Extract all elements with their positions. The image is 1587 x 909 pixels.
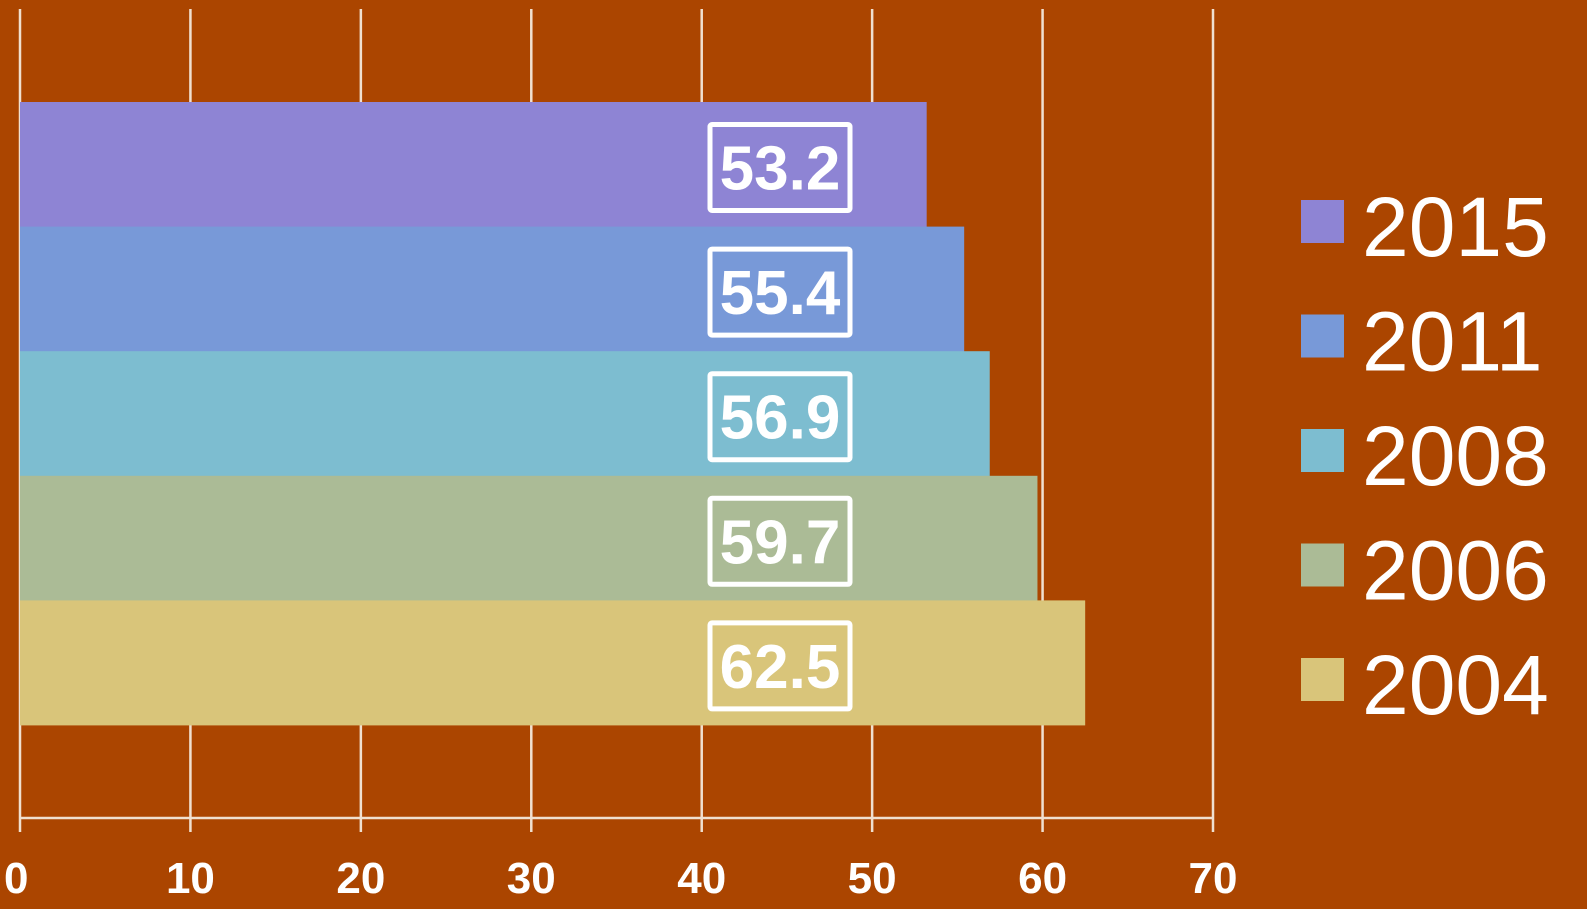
x-tick-label-0: 0: [4, 854, 28, 903]
legend-swatch-2008: [1301, 429, 1344, 472]
data-label-2015: 53.2: [720, 135, 841, 204]
legend-label-2008: 2008: [1362, 409, 1549, 503]
legend-label-2011: 2011: [1362, 295, 1543, 389]
bars: [20, 102, 1086, 726]
data-label-2006: 59.7: [720, 508, 841, 577]
x-tick-label-60: 60: [1018, 854, 1067, 903]
data-label-box-2004: [707, 620, 853, 712]
x-tick-label-20: 20: [336, 854, 385, 903]
legend-swatch-2004: [1301, 658, 1344, 701]
data-label-box-2006: [707, 495, 853, 587]
legend-label-2004: 2004: [1362, 638, 1549, 732]
legend: 2015 2011 2008 2006 2004: [1301, 180, 1549, 732]
x-tick-label-40: 40: [677, 854, 726, 903]
data-label-2004: 62.5: [720, 633, 841, 702]
data-label-2008: 56.9: [720, 384, 841, 453]
legend-label-2006: 2006: [1362, 524, 1549, 618]
bar-2006: [20, 475, 1038, 601]
x-tick-label-10: 10: [166, 854, 215, 903]
data-label-box-2008: [707, 371, 853, 463]
x-axis: 0 10 20 30 40 50 60 70: [4, 816, 1238, 903]
data-label-box-2015: [707, 122, 853, 213]
bar-2004: [20, 600, 1086, 726]
legend-swatch-2011: [1301, 314, 1344, 358]
legend-swatch-2015: [1301, 200, 1344, 243]
legend-label-2015: 2015: [1362, 180, 1549, 274]
x-tick-label-30: 30: [507, 854, 556, 903]
data-labels: 53.2 55.4 56.9 59.7 62.5: [707, 122, 853, 712]
legend-swatch-2006: [1301, 543, 1344, 587]
data-label-2011: 55.4: [720, 259, 841, 328]
x-tick-label-50: 50: [848, 854, 897, 903]
x-tick-label-70: 70: [1189, 854, 1238, 903]
data-label-box-2011: [707, 246, 853, 338]
